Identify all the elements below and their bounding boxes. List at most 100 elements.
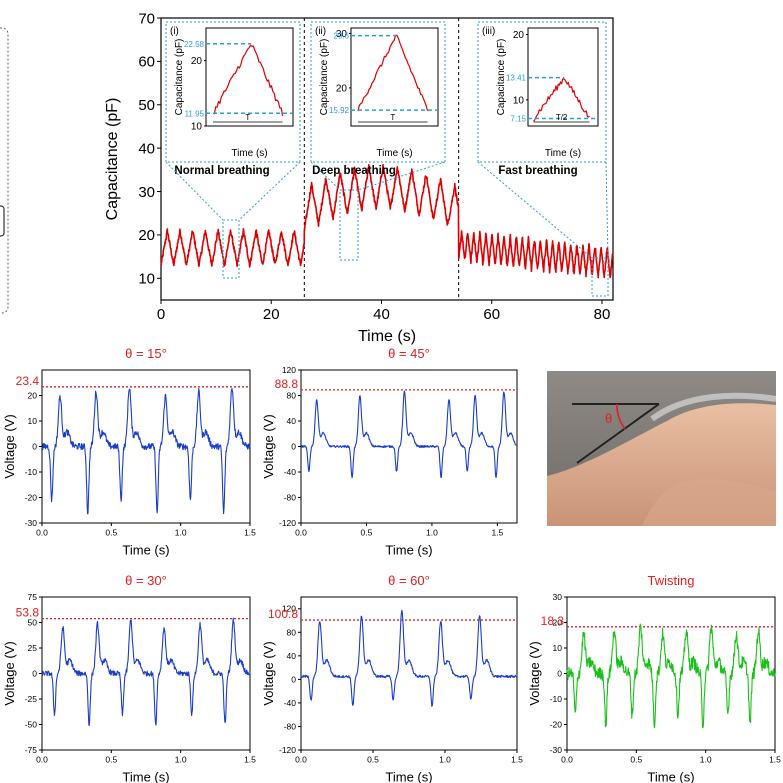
period-label: T: [245, 113, 250, 122]
threshold-label: 23.4: [16, 374, 40, 388]
x-tick-label: 0.5: [105, 528, 117, 538]
y-tick-label: 10: [513, 95, 525, 106]
chart-title: Twisting: [648, 573, 695, 588]
y-axis-label: Voltage (V): [261, 641, 276, 705]
y-axis-label: Voltage (V): [2, 641, 17, 705]
zoom-box: [339, 189, 359, 261]
period-label: T/2: [556, 113, 568, 122]
x-tick-label: 0.5: [630, 755, 642, 765]
x-axis-label: Time (s): [647, 770, 694, 783]
x-tick-label: 0: [157, 306, 165, 323]
y-tick-label: -20: [25, 492, 38, 502]
segment-label: Fast breathing: [498, 165, 577, 177]
y-tick-label: -10: [550, 694, 563, 704]
peak-label: 22.58: [184, 40, 205, 49]
x-tick-label: 0.0: [36, 528, 48, 538]
y-tick-label: 25: [28, 643, 38, 653]
inset-frame: [477, 21, 607, 163]
y-tick-label: -50: [25, 719, 38, 729]
y-tick-label: 30: [336, 29, 348, 40]
x-tick-label: 0.0: [295, 528, 307, 538]
threshold-label: 18.3: [541, 614, 565, 628]
x-tick-label: 1.0: [175, 755, 187, 765]
trough-label: 11.95: [185, 109, 205, 118]
inset-tag: (i): [170, 26, 179, 37]
y-tick-label: 0: [557, 668, 562, 678]
y-tick-label: -10: [25, 467, 38, 477]
x-tick-label: 1.5: [244, 755, 256, 765]
y-tick-label: 0: [291, 441, 296, 451]
x-tick-label: 0.5: [105, 755, 117, 765]
y-tick-label: 120: [282, 365, 296, 375]
clipped-panel-marker: [0, 205, 5, 237]
x-tick-label: 1.5: [244, 528, 256, 538]
plot-frame: [205, 27, 294, 127]
y-tick-label: 20: [191, 56, 203, 67]
x-tick-label: 0.5: [361, 528, 373, 538]
y-tick-label: -20: [550, 719, 563, 729]
x-tick-label: 40: [373, 306, 390, 323]
y-tick-label: -40: [284, 698, 297, 708]
inset-frame: [165, 21, 301, 163]
y-tick-label: 10: [138, 271, 155, 288]
y-tick-label: 80: [287, 390, 297, 400]
y-tick-label: 40: [287, 416, 297, 426]
y-tick-label: 40: [138, 140, 155, 157]
zoom-box: [222, 219, 240, 279]
y-tick-label: 10: [191, 122, 203, 133]
x-tick-label: 1.5: [491, 528, 503, 538]
zoom-connector: [357, 161, 446, 191]
chart-title: θ = 15°: [125, 346, 167, 361]
zoom-box: [591, 257, 609, 297]
segment-label: Normal breathing: [174, 165, 269, 177]
y-tick-label: 30: [553, 592, 563, 602]
y-tick-label: 0: [291, 674, 296, 684]
y-axis-label: Capacitance (pF): [104, 98, 121, 221]
x-tick-label: 1.0: [439, 755, 451, 765]
y-tick-label: -80: [284, 721, 297, 731]
y-tick-label: 20: [28, 390, 38, 400]
threshold-label: 100.8: [268, 607, 298, 621]
y-axis-label: Capacitance (pF): [496, 39, 507, 116]
zoom-connector: [310, 161, 341, 191]
photo-angle-label: θ: [605, 411, 612, 426]
y-tick-label: 10: [553, 643, 563, 653]
chart-voltage-30deg: 0.0 0.5 1.0 1.5 -75 -50 -25 0 25 50 75 Time (s) Volt…: [2, 573, 256, 783]
x-tick-label: 20: [263, 306, 280, 323]
x-axis-label: Time (s): [122, 770, 169, 783]
chart-voltage-15deg: 0.0 0.5 1.0 1.5 -30 -20 -10 0 10 20 Time (s) Voltag…: [2, 346, 256, 558]
chart-title: θ = 60°: [388, 573, 430, 588]
chart-title: θ = 30°: [125, 573, 167, 588]
y-tick-label: 20: [336, 83, 348, 94]
y-tick-label: 70: [138, 10, 155, 27]
inset-1: (i) 10 20 Time (s) Capacitance (pF)22.58 11.9…: [165, 21, 301, 279]
x-tick-label: 1.0: [426, 528, 438, 538]
trough-label: 15.92: [329, 106, 350, 115]
y-axis-label: Voltage (V): [261, 414, 276, 478]
chart-voltage-60deg: 0.0 0.5 1.0 1.5 -120 -80 -40 0 40 80 120 Time (s) Vo…: [261, 573, 523, 783]
plot-frame: [300, 596, 518, 751]
chart-capacitance: 0 20 40 60 80 10 20 30 40 50 60 70 Time (s) Capacitan…: [104, 10, 614, 345]
peak-label: 13.41: [506, 74, 527, 83]
y-tick-label: 10: [28, 416, 38, 426]
zoom-connector: [605, 161, 609, 259]
inset-series: [212, 44, 284, 116]
x-axis-label: Time (s): [358, 328, 416, 345]
x-axis-label: Time (s): [385, 543, 432, 558]
x-axis-label: Time (s): [122, 543, 169, 558]
inset-tag: (ii): [315, 26, 326, 37]
y-tick-label: 40: [287, 651, 297, 661]
x-axis-label: Time (s): [231, 148, 267, 159]
inset-frame: [310, 21, 446, 163]
period-label: T: [390, 113, 395, 122]
clipped-panel-border: [0, 27, 9, 314]
x-tick-label: 0.0: [36, 755, 48, 765]
voltage-series: [41, 617, 251, 727]
y-tick-label: 80: [287, 627, 297, 637]
voltage-series: [300, 609, 518, 707]
inset-series: [357, 34, 429, 112]
zoom-connector: [477, 161, 593, 259]
y-tick-label: -120: [279, 745, 296, 755]
y-tick-label: 30: [138, 184, 155, 201]
